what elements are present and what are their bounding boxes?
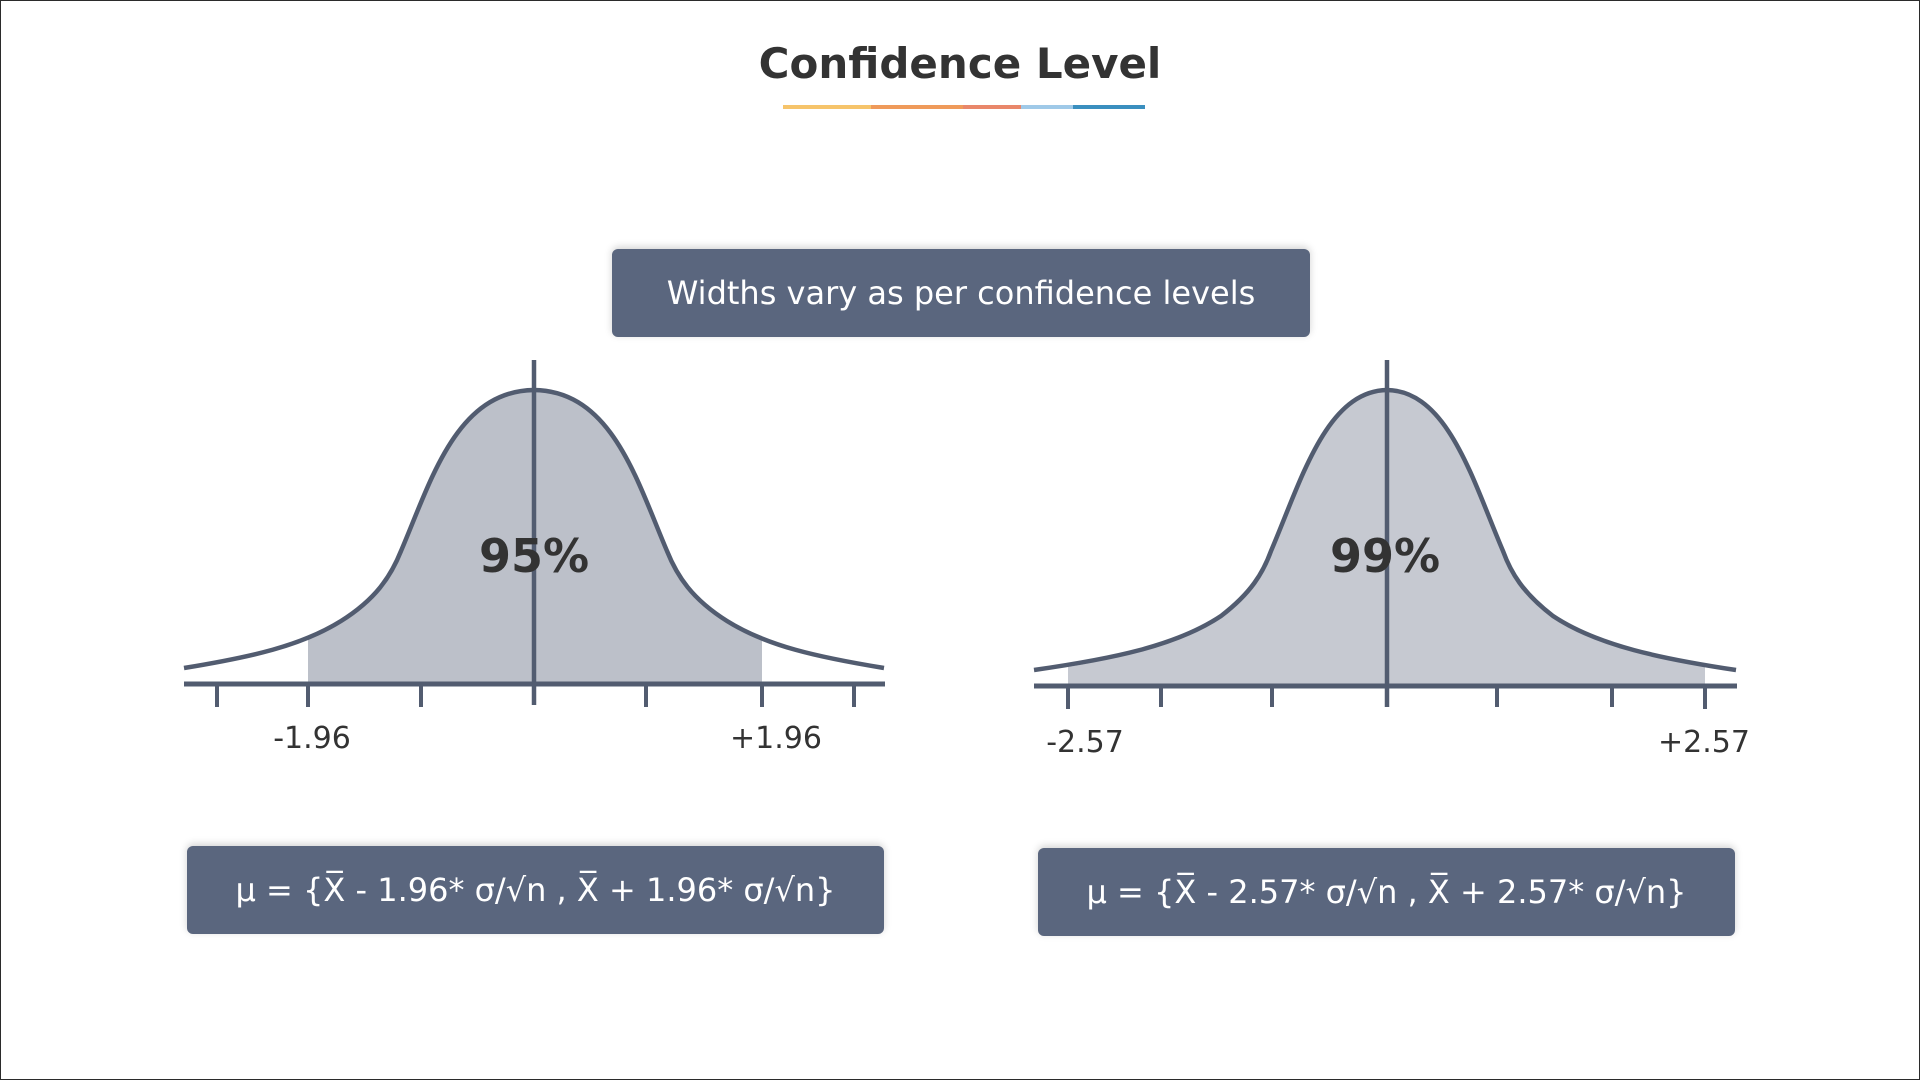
percent-label-95: 95% xyxy=(479,529,589,583)
page-title: Confidence Level xyxy=(758,39,1162,88)
formula-box-95: μ = {X̅ - 1.96* σ/√n , X̅ + 1.96* σ/√n} xyxy=(187,846,884,934)
left-label-99: -2.57 xyxy=(1046,725,1124,760)
subtitle-text: Widths vary as per confidence levels xyxy=(666,274,1256,312)
formula-box-99: μ = {X̅ - 2.57* σ/√n , X̅ + 2.57* σ/√n} xyxy=(1038,848,1735,936)
underline-segment-4 xyxy=(1021,105,1073,109)
right-label-99: +2.57 xyxy=(1658,725,1750,760)
percent-label-99: 99% xyxy=(1330,529,1440,583)
formula-95: μ = {X̅ - 1.96* σ/√n , X̅ + 1.96* σ/√n} xyxy=(235,871,836,909)
subtitle-box: Widths vary as per confidence levels xyxy=(612,249,1310,337)
left-label-95: -1.96 xyxy=(273,721,351,756)
underline-segment-2 xyxy=(871,105,963,109)
underline-segment-3 xyxy=(963,105,1021,109)
underline-segment-5 xyxy=(1073,105,1145,109)
formula-99: μ = {X̅ - 2.57* σ/√n , X̅ + 2.57* σ/√n} xyxy=(1086,873,1687,911)
right-label-95: +1.96 xyxy=(730,721,822,756)
diagram-99: 99% -2.57 +2.57 xyxy=(1033,360,1750,760)
diagram-95: 95% -1.96 +1.96 xyxy=(183,360,885,756)
underline-segment-1 xyxy=(783,105,871,109)
title-underline xyxy=(783,105,1145,109)
